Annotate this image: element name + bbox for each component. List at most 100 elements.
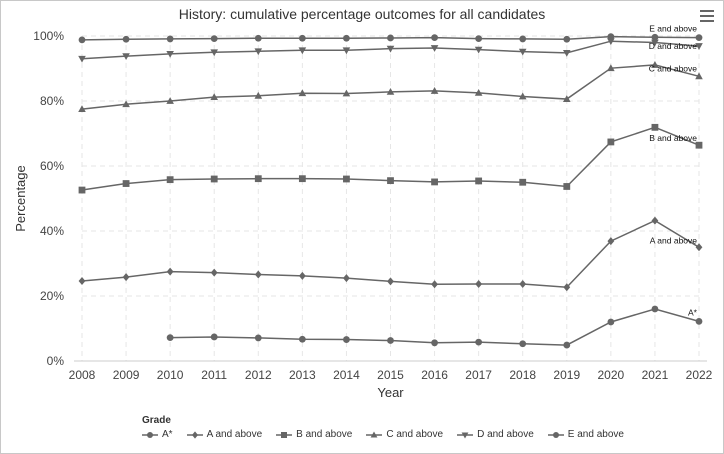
legend-marker	[281, 431, 288, 438]
data-point-a-and-above	[563, 283, 571, 292]
legend-label: A*	[162, 429, 173, 440]
y-tick-label: 40%	[40, 224, 64, 238]
data-point-e-and-above	[519, 35, 527, 43]
legend-marker	[370, 431, 378, 437]
data-point-d-and-above	[607, 38, 615, 46]
data-point-b-and-above	[122, 180, 130, 187]
data-point-e-and-above	[298, 34, 306, 42]
legend-marker	[191, 430, 198, 439]
x-tick-label: 2011	[201, 368, 227, 382]
data-point-b-and-above	[166, 176, 174, 184]
data-point-e-and-above	[210, 35, 218, 42]
data-point-e-and-above	[475, 35, 483, 42]
end-label-b-and-above: B and above	[649, 133, 697, 143]
data-point-d-and-above	[386, 45, 395, 53]
legend-items: A* A and above B and above C and above D and…	[142, 429, 624, 440]
data-point-d-and-above	[695, 43, 703, 50]
x-tick-label: 2020	[598, 368, 625, 382]
data-point-a-star	[695, 317, 703, 325]
data-point-c-and-above	[78, 105, 86, 113]
data-point-a-and-above	[298, 271, 306, 280]
data-point-d-and-above	[562, 50, 571, 57]
data-point-d-and-above	[651, 39, 659, 47]
data-point-b-and-above	[431, 178, 438, 186]
legend-symbol-a-star	[142, 431, 158, 438]
data-point-c-and-above	[695, 72, 703, 80]
data-point-a-star	[431, 339, 438, 347]
x-tick-label: 2009	[113, 368, 140, 382]
data-point-b-and-above	[475, 177, 483, 185]
data-point-a-and-above	[475, 279, 483, 288]
legend-label: B and above	[296, 429, 353, 440]
data-point-d-and-above	[166, 50, 174, 58]
legend-label: D and above	[477, 429, 534, 440]
x-tick-label: 2010	[157, 368, 184, 382]
legend-symbol-e-and-above	[547, 431, 564, 438]
data-point-b-and-above	[607, 138, 615, 146]
legend: Grade A* A and above B and above C and abov…	[142, 415, 624, 440]
data-point-a-star	[475, 338, 483, 346]
data-point-a-star	[166, 334, 174, 341]
data-point-a-and-above	[166, 267, 174, 276]
x-tick-label: 2014	[333, 368, 360, 382]
data-point-c-and-above	[518, 92, 527, 100]
data-point-a-and-above	[343, 274, 350, 283]
legend-item-a-and-above[interactable]: A and above	[186, 429, 262, 440]
data-point-c-and-above	[474, 88, 483, 96]
data-point-d-and-above	[518, 48, 527, 56]
end-label-d-and-above: D and above	[649, 41, 697, 51]
data-point-e-and-above	[78, 36, 86, 44]
legend-item-b-and-above[interactable]: B and above	[276, 429, 352, 440]
x-tick-label: 2016	[421, 368, 448, 382]
end-label-a-and-above: A and above	[650, 235, 698, 245]
x-tick-label: 2017	[465, 368, 492, 382]
x-tick-label: 2022	[686, 368, 713, 382]
data-point-a-and-above	[695, 243, 703, 252]
legend-item-e-and-above[interactable]: E and above	[547, 429, 624, 440]
data-point-a-star	[387, 337, 394, 344]
data-point-b-and-above	[695, 141, 703, 149]
data-point-a-and-above	[122, 273, 130, 282]
legend-item-d-and-above[interactable]: D and above	[457, 429, 534, 440]
legend-symbol-d-and-above	[457, 432, 474, 438]
y-tick-label: 0%	[47, 354, 65, 368]
data-point-b-and-above	[651, 123, 659, 131]
data-point-b-and-above	[387, 177, 394, 185]
data-point-d-and-above	[122, 53, 130, 61]
data-point-a-star	[298, 335, 306, 343]
data-point-c-and-above	[122, 100, 130, 108]
data-point-b-and-above	[210, 175, 218, 183]
end-label-e-and-above: E and above	[649, 24, 697, 34]
data-point-a-star	[254, 334, 262, 342]
data-point-a-star	[519, 340, 527, 348]
legend-marker	[552, 431, 559, 438]
x-tick-label: 2012	[245, 368, 272, 382]
y-tick-label: 100%	[33, 29, 64, 43]
end-label-a-star: A*	[688, 307, 698, 317]
y-tick-label: 60%	[40, 159, 64, 173]
x-tick-label: 2018	[509, 368, 536, 382]
data-point-a-star	[607, 318, 615, 326]
data-point-e-and-above	[607, 33, 615, 41]
data-point-e-and-above	[122, 35, 130, 43]
legend-symbol-b-and-above	[276, 431, 293, 438]
data-point-e-and-above	[563, 35, 571, 43]
data-point-a-star	[563, 341, 571, 349]
legend-item-a-star[interactable]: A*	[142, 429, 173, 440]
data-point-b-and-above	[298, 175, 306, 183]
y-tick-label: 80%	[40, 94, 64, 108]
data-point-d-and-above	[298, 47, 307, 55]
hamburger-menu-icon[interactable]	[700, 10, 714, 22]
data-point-b-and-above	[254, 175, 262, 183]
data-point-d-and-above	[254, 48, 263, 56]
data-point-a-star	[343, 336, 350, 343]
data-point-e-and-above	[343, 34, 350, 42]
legend-item-c-and-above[interactable]: C and above	[366, 429, 443, 440]
x-tick-label: 2013	[289, 368, 316, 382]
x-tick-label: 2008	[69, 368, 96, 382]
data-point-c-and-above	[210, 93, 219, 100]
data-point-a-and-above	[387, 277, 394, 286]
data-point-c-and-above	[607, 64, 615, 72]
x-tick-label: 2015	[377, 368, 404, 382]
